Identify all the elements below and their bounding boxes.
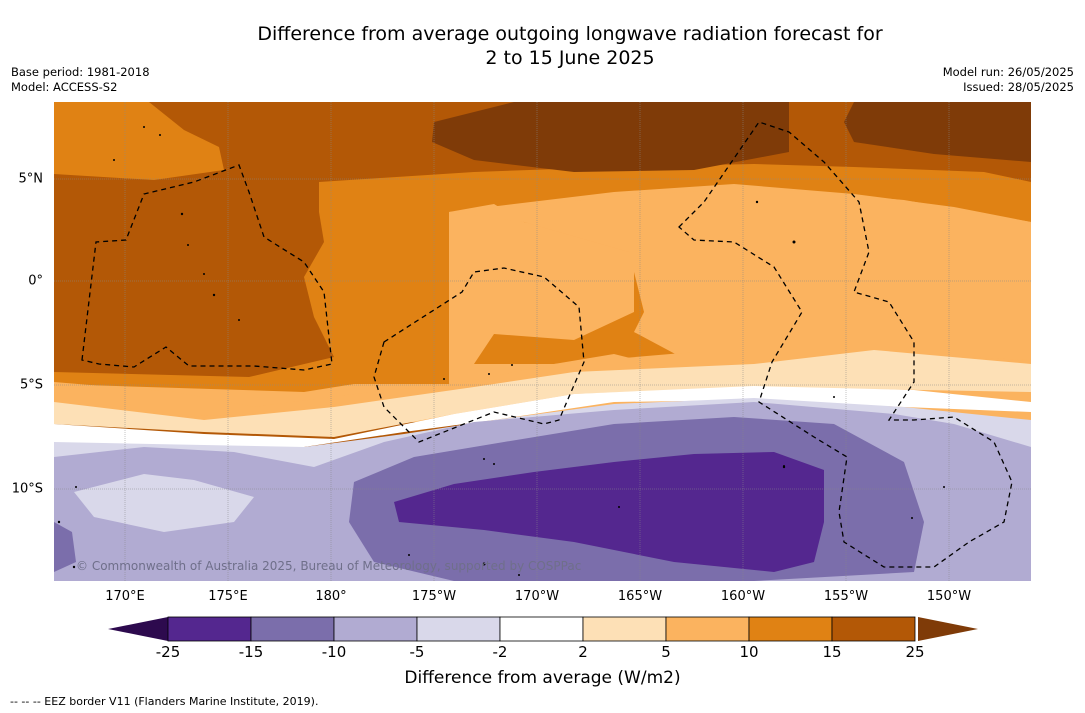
issued-date: Issued: 28/05/2025	[963, 80, 1074, 94]
lon-label-160w: 160°W	[720, 589, 766, 604]
lat-label-10s: 10°S	[11, 481, 43, 497]
colorbar-tick-m25: -25	[155, 643, 181, 661]
model-name: Model: ACCESS-S2	[11, 80, 118, 94]
copyright-notice: © Commonwealth of Australia 2025, Bureau…	[76, 559, 581, 573]
colorbar-segment-4	[499, 616, 584, 642]
eez-legend: -- -- -- EEZ border V11 (Flanders Marine…	[10, 695, 319, 708]
colorbar-segment-5	[582, 616, 667, 642]
colorbar-label: Difference from average (W/m2)	[404, 668, 681, 688]
region-darkest-brown-2	[844, 102, 1031, 162]
region-darkest-brown-1	[432, 102, 789, 172]
colorbar-tick-m2: -2	[492, 643, 508, 661]
region-light-orange-fill	[449, 187, 1031, 364]
map-title: Difference from average outgoing longwav…	[0, 22, 1085, 70]
base-period: Base period: 1981-2018	[11, 65, 150, 79]
colorbar-segment-1	[250, 616, 335, 642]
lat-label-5s: 5°S	[19, 377, 43, 393]
lon-label-170w: 170°W	[514, 589, 560, 604]
lat-label-0: 0°	[28, 273, 43, 289]
colorbar-segment-2	[333, 616, 418, 642]
colorbar-segment-3	[416, 616, 501, 642]
colorbar-high-extension	[918, 617, 978, 641]
colorbar-segment-6	[665, 616, 750, 642]
lon-label-155w: 155°W	[823, 589, 869, 604]
region-dark-purple	[394, 452, 824, 572]
colorbar	[108, 616, 978, 642]
region-peach	[54, 350, 1031, 437]
colorbar-segment-8	[831, 616, 916, 642]
model-run: Model run: 26/05/2025	[942, 65, 1074, 79]
colorbar-tick-15: 15	[822, 643, 842, 661]
lon-label-165w: 165°W	[617, 589, 663, 604]
colorbar-tick-5: 5	[661, 643, 671, 661]
lon-label-180: 180°	[315, 589, 347, 604]
run-info: Model run: 26/05/2025 Issued: 28/05/2025	[943, 65, 1074, 95]
olr-anomaly-map: © Commonwealth of Australia 2025, Bureau…	[54, 102, 1031, 581]
lon-label-175e: 175°E	[208, 589, 248, 604]
colorbar-low-extension	[108, 617, 168, 641]
lon-label-170e: 170°E	[105, 589, 145, 604]
colorbar-tick-m15: -15	[238, 643, 264, 661]
graticule	[54, 102, 1031, 581]
colorbar-tick-2: 2	[578, 643, 588, 661]
colorbar-tick-25: 25	[905, 643, 925, 661]
region-medium-purple-west	[54, 522, 76, 572]
colorbar-tick-10: 10	[739, 643, 759, 661]
lon-label-150w: 150°W	[926, 589, 972, 604]
eez-borders	[81, 121, 1013, 568]
title-line-1: Difference from average outgoing longwav…	[257, 23, 883, 45]
colorbar-segment-0	[167, 616, 252, 642]
region-light-orange	[54, 184, 1031, 422]
region-very-light-purple-patch	[74, 474, 254, 532]
base-info: Base period: 1981-2018 Model: ACCESS-S2	[11, 65, 150, 95]
colorbar-tick-m5: -5	[409, 643, 425, 661]
title-line-2: 2 to 15 June 2025	[485, 47, 655, 69]
islands	[57, 126, 945, 576]
colorbar-segment-7	[748, 616, 833, 642]
lon-label-175w: 175°W	[411, 589, 457, 604]
colorbar-tick-m10: -10	[321, 643, 347, 661]
lat-label-5n: 5°N	[18, 171, 44, 187]
region-orange-north	[54, 102, 224, 180]
